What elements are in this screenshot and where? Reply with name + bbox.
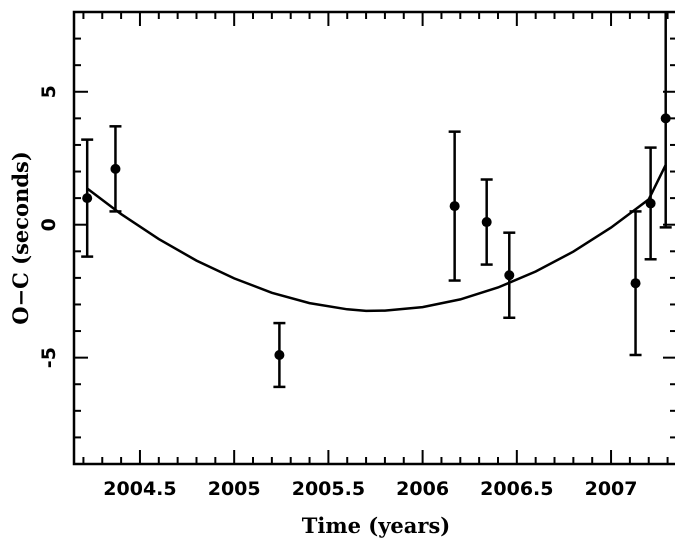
- y-tick-label: 0: [38, 218, 60, 231]
- x-axis-label: Time (years): [302, 513, 450, 538]
- plot-frame: [72, 10, 675, 466]
- data-points: [81, 12, 672, 389]
- y-axis-label: O−C (seconds): [8, 151, 33, 325]
- data-point: [449, 201, 460, 212]
- y-tick-label: -5: [38, 347, 60, 368]
- fit-curve: [86, 164, 667, 313]
- y-tick-label: 5: [38, 85, 60, 98]
- data-point: [645, 198, 656, 209]
- x-tick-label: 2006: [396, 478, 449, 500]
- data-point: [274, 349, 285, 360]
- ticks: [74, 11, 675, 465]
- data-point: [481, 217, 492, 228]
- x-tick-label: 2005.5: [292, 478, 365, 500]
- x-tick-label: 2005: [208, 478, 261, 500]
- y-tick-labels: 5 0 -5: [38, 85, 60, 368]
- x-tick-label: 2007: [585, 478, 638, 500]
- data-point: [630, 278, 641, 289]
- data-point: [110, 163, 121, 174]
- x-tick-label: 2004.5: [103, 478, 176, 500]
- x-tick-labels: 2004.5 2005 2005.5 2006 2006.5 2007: [103, 478, 637, 500]
- data-point: [660, 113, 671, 124]
- x-tick-label: 2006.5: [480, 478, 553, 500]
- data-point: [82, 193, 93, 204]
- data-point: [504, 270, 515, 281]
